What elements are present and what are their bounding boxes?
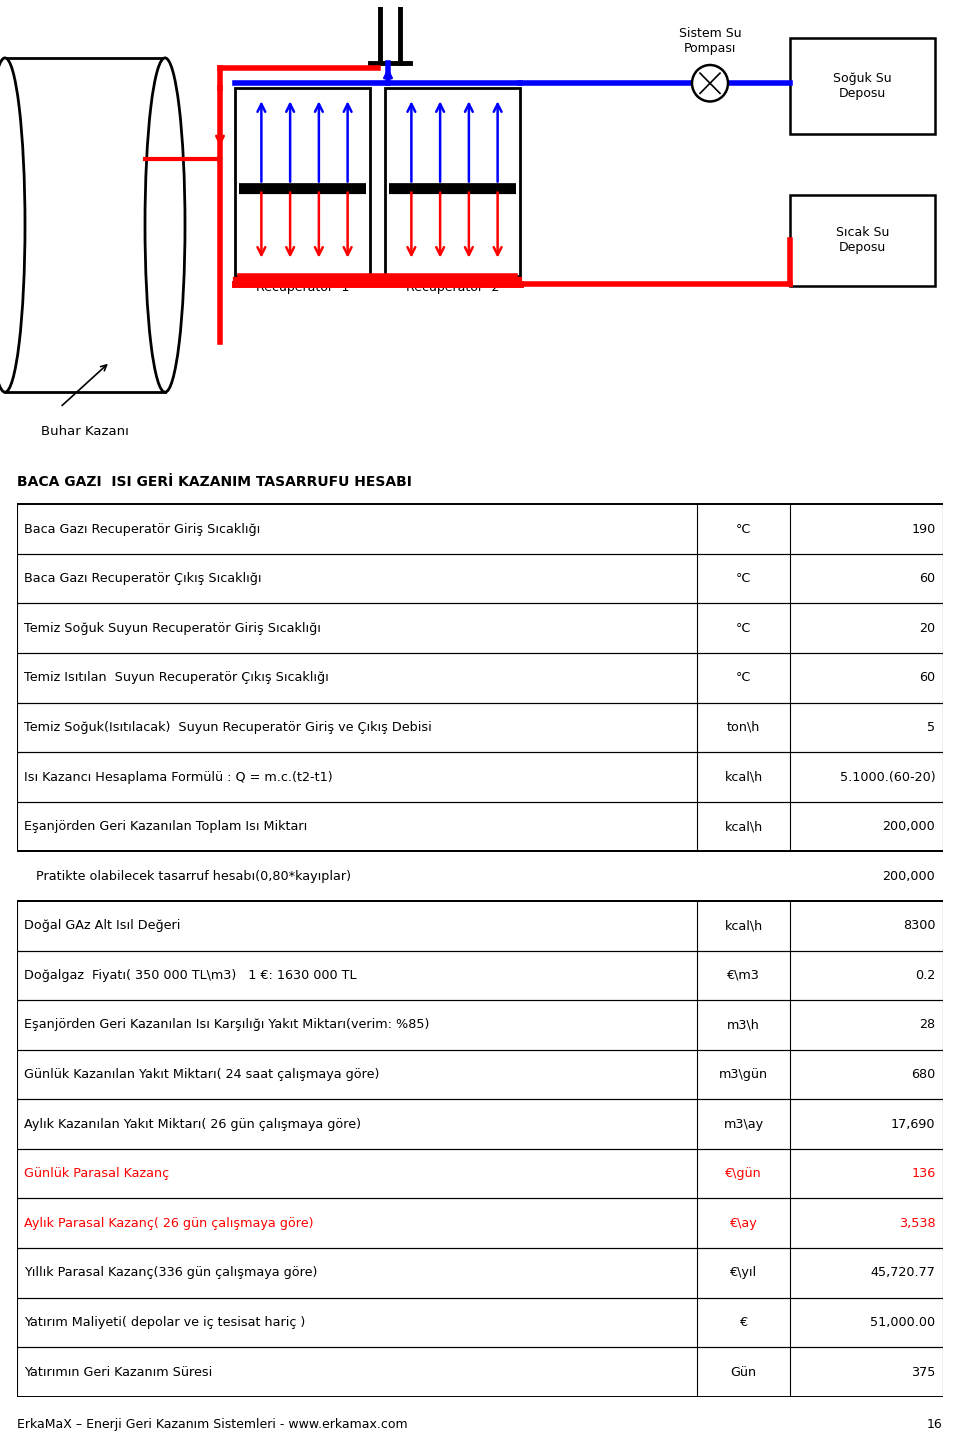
Text: kcal\h: kcal\h (725, 919, 763, 932)
Text: m3\ay: m3\ay (724, 1118, 764, 1131)
Text: Recuperator -1: Recuperator -1 (255, 280, 349, 293)
Text: ton\h: ton\h (727, 722, 760, 733)
Text: Temiz Soğuk(Isıtılacak)  Suyun Recuperatör Giriş ve Çıkış Debisi: Temiz Soğuk(Isıtılacak) Suyun Recuperatö… (24, 722, 431, 733)
Bar (5, 58, 165, 392)
Text: Temiz Soğuk Suyun Recuperatör Giriş Sıcaklığı: Temiz Soğuk Suyun Recuperatör Giriş Sıca… (24, 621, 321, 635)
Text: 5: 5 (927, 722, 935, 733)
Text: 17,690: 17,690 (891, 1118, 935, 1131)
Text: Yatırım Maliyeti( depolar ve iç tesisat hariç ): Yatırım Maliyeti( depolar ve iç tesisat … (24, 1316, 305, 1329)
Text: 3,538: 3,538 (899, 1217, 935, 1230)
Text: °C: °C (736, 523, 752, 536)
Text: Soğuk Su
Deposu: Soğuk Su Deposu (833, 71, 892, 100)
Circle shape (692, 65, 728, 102)
Text: 5.1000.(60-20): 5.1000.(60-20) (840, 771, 935, 784)
Text: Eşanjörden Geri Kazanılan Isı Karşılığı Yakıt Miktarı(verim: %85): Eşanjörden Geri Kazanılan Isı Karşılığı … (24, 1018, 429, 1031)
Text: m3\gün: m3\gün (719, 1069, 768, 1082)
Bar (790, 38, 935, 134)
Text: Sıcak Su
Deposu: Sıcak Su Deposu (836, 227, 889, 254)
Text: Doğal GAz Alt Isıl Değeri: Doğal GAz Alt Isıl Değeri (24, 919, 180, 932)
Bar (235, 89, 370, 276)
Text: Buhar Kazanı: Buhar Kazanı (41, 424, 129, 437)
Text: Pratikte olabilecek tasarruf hesabı(0,80*kayıplar): Pratikte olabilecek tasarruf hesabı(0,80… (24, 870, 350, 883)
Text: 200,000: 200,000 (882, 820, 935, 833)
Bar (790, 195, 935, 286)
Text: Baca Gazı Recuperatör Giriş Sıcaklığı: Baca Gazı Recuperatör Giriş Sıcaklığı (24, 523, 260, 536)
Text: €\m3: €\m3 (728, 968, 760, 982)
Text: Yıllık Parasal Kazanç(336 gün çalışmaya göre): Yıllık Parasal Kazanç(336 gün çalışmaya … (24, 1266, 317, 1279)
Text: °C: °C (736, 671, 752, 684)
Text: 28: 28 (919, 1018, 935, 1031)
Text: Aylık Kazanılan Yakıt Miktarı( 26 gün çalışmaya göre): Aylık Kazanılan Yakıt Miktarı( 26 gün ça… (24, 1118, 361, 1131)
Text: 45,720.77: 45,720.77 (871, 1266, 935, 1279)
Text: 375: 375 (911, 1365, 935, 1378)
Text: Sistem Su
Pompası: Sistem Su Pompası (679, 28, 741, 55)
Text: Doğalgaz  Fiyatı( 350 000 TL\m3)   1 €: 1630 000 TL: Doğalgaz Fiyatı( 350 000 TL\m3) 1 €: 163… (24, 968, 356, 982)
Text: 136: 136 (911, 1167, 935, 1180)
Text: 0.2: 0.2 (915, 968, 935, 982)
Text: Gün: Gün (731, 1365, 756, 1378)
Text: 51,000.00: 51,000.00 (870, 1316, 935, 1329)
Text: 20: 20 (919, 621, 935, 635)
Text: kcal\h: kcal\h (725, 771, 763, 784)
Text: 16: 16 (927, 1419, 943, 1430)
Text: Baca Gazı Recuperatör Çıkış Sıcaklığı: Baca Gazı Recuperatör Çıkış Sıcaklığı (24, 572, 261, 585)
Ellipse shape (0, 58, 25, 392)
Text: €: € (740, 1316, 748, 1329)
Text: Temiz Isıtılan  Suyun Recuperatör Çıkış Sıcaklığı: Temiz Isıtılan Suyun Recuperatör Çıkış S… (24, 671, 328, 684)
Text: 680: 680 (911, 1069, 935, 1082)
Text: ErkaMaX – Enerji Geri Kazanım Sistemleri - www.erkamax.com: ErkaMaX – Enerji Geri Kazanım Sistemleri… (17, 1419, 408, 1430)
Text: °C: °C (736, 621, 752, 635)
Text: kcal\h: kcal\h (725, 820, 763, 833)
Bar (385, 89, 520, 276)
Text: €\yıl: €\yıl (731, 1266, 757, 1279)
Text: Günlük Kazanılan Yakıt Miktarı( 24 saat çalışmaya göre): Günlük Kazanılan Yakıt Miktarı( 24 saat … (24, 1069, 379, 1082)
Text: 190: 190 (911, 523, 935, 536)
Text: Isı Kazancı Hesaplama Formülü : Q = m.c.(t2-t1): Isı Kazancı Hesaplama Formülü : Q = m.c.… (24, 771, 332, 784)
Text: 60: 60 (919, 671, 935, 684)
Text: Eşanjörden Geri Kazanılan Toplam Isı Miktarı: Eşanjörden Geri Kazanılan Toplam Isı Mik… (24, 820, 307, 833)
Text: °C: °C (736, 572, 752, 585)
Text: Recuperator -2: Recuperator -2 (406, 280, 499, 293)
Text: 200,000: 200,000 (882, 870, 935, 883)
Text: Aylık Parasal Kazanç( 26 gün çalışmaya göre): Aylık Parasal Kazanç( 26 gün çalışmaya g… (24, 1217, 313, 1230)
Text: Günlük Parasal Kazanç: Günlük Parasal Kazanç (24, 1167, 169, 1180)
Text: 60: 60 (919, 572, 935, 585)
Text: BACA GAZI  ISI GERİ KAZANIM TASARRUFU HESABI: BACA GAZI ISI GERİ KAZANIM TASARRUFU HES… (17, 475, 412, 489)
Text: €\ay: €\ay (730, 1217, 757, 1230)
Text: 8300: 8300 (902, 919, 935, 932)
Ellipse shape (145, 58, 185, 392)
Text: Yatırımın Geri Kazanım Süresi: Yatırımın Geri Kazanım Süresi (24, 1365, 212, 1378)
Text: m3\h: m3\h (728, 1018, 760, 1031)
Text: €\gün: €\gün (726, 1167, 762, 1180)
